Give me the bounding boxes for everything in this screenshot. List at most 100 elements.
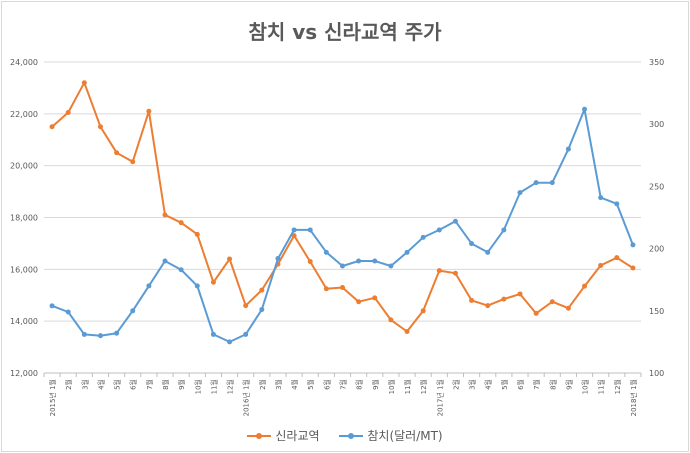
data-point-tuna — [323, 249, 329, 255]
data-point-tuna — [97, 333, 103, 339]
x-tick-label: 12월 — [419, 379, 428, 394]
data-point-shilla — [130, 159, 136, 165]
y-right-tick-label: 250 — [649, 182, 664, 191]
data-point-tuna — [614, 201, 620, 207]
data-point-tuna — [307, 227, 313, 233]
x-tick-label: 9월 — [177, 379, 186, 390]
data-point-tuna — [598, 195, 604, 201]
data-point-tuna — [469, 241, 475, 247]
data-point-tuna — [630, 242, 636, 248]
x-tick-label: 10월 — [193, 379, 202, 394]
y-left-tick-label: 20,000 — [10, 162, 38, 171]
data-point-shilla — [549, 299, 555, 305]
y-right-tick-label: 100 — [649, 369, 664, 378]
legend: 신라교역 참치(달러/MT) — [2, 427, 688, 444]
data-point-tuna — [243, 331, 249, 337]
data-point-shilla — [372, 295, 378, 301]
data-point-shilla — [210, 279, 216, 285]
data-point-shilla — [436, 268, 442, 274]
y-right-tick-label: 200 — [649, 245, 664, 254]
data-point-shilla — [194, 231, 200, 237]
data-point-shilla — [582, 283, 588, 289]
x-tick-label: 4월 — [290, 379, 299, 390]
data-point-shilla — [259, 287, 265, 293]
x-tick-label: 6월 — [129, 379, 138, 390]
data-point-tuna — [162, 258, 168, 264]
y-left-tick-label: 16,000 — [10, 265, 38, 274]
x-tick-label: 3월 — [80, 379, 89, 390]
data-point-shilla — [49, 124, 55, 130]
data-point-shilla — [452, 270, 458, 276]
data-point-tuna — [372, 258, 378, 264]
x-tick-label: 4월 — [96, 379, 105, 390]
data-point-shilla — [565, 305, 571, 311]
data-point-tuna — [227, 339, 233, 345]
legend-entry-tuna: 참치(달러/MT) — [339, 427, 443, 444]
data-point-tuna — [114, 330, 120, 336]
x-tick-label: 8월 — [355, 379, 364, 390]
data-point-tuna — [404, 249, 410, 255]
data-point-shilla — [340, 284, 345, 290]
data-point-shilla — [614, 255, 620, 261]
data-point-tuna — [259, 307, 265, 313]
data-point-tuna — [291, 227, 297, 233]
data-point-tuna — [452, 218, 458, 224]
data-point-shilla — [97, 124, 103, 130]
data-point-tuna — [388, 263, 394, 269]
x-tick-label: 2016년 1월 — [242, 379, 251, 416]
series-line-shilla — [51, 81, 634, 333]
x-tick-label: 2월 — [451, 379, 460, 390]
data-point-tuna — [356, 258, 362, 264]
data-point-shilla — [388, 317, 394, 323]
legend-label-shilla: 신라교역 — [275, 429, 320, 443]
x-tick-label: 2월 — [64, 379, 73, 390]
data-point-shilla — [291, 233, 297, 239]
y-right-tick-label: 350 — [649, 58, 664, 67]
data-point-tuna — [436, 227, 442, 233]
x-tick-label: 2015년 1월 — [48, 379, 57, 416]
x-tick-label: 10월 — [387, 379, 396, 394]
y-left-tick-label: 14,000 — [10, 317, 38, 326]
x-tick-label: 6월 — [322, 379, 331, 390]
data-point-tuna — [533, 180, 539, 186]
x-tick-label: 9월 — [371, 379, 380, 390]
data-point-shilla — [243, 303, 249, 309]
x-tick-label: 11월 — [403, 379, 412, 394]
data-point-shilla — [146, 108, 152, 114]
data-point-shilla — [630, 265, 636, 271]
data-point-shilla — [517, 291, 523, 297]
data-point-tuna — [420, 234, 426, 240]
x-tick-label: 8월 — [161, 379, 170, 390]
data-point-shilla — [469, 297, 475, 303]
x-tick-label: 9월 — [564, 379, 573, 390]
x-tick-label: 11월 — [209, 379, 218, 394]
data-point-shilla — [420, 308, 426, 314]
data-point-tuna — [501, 227, 507, 233]
data-point-tuna — [49, 303, 55, 309]
x-tick-label: 8월 — [548, 379, 557, 390]
data-point-tuna — [340, 263, 345, 269]
data-point-tuna — [549, 180, 555, 186]
x-tick-label: 5월 — [306, 379, 315, 390]
x-tick-label: 6월 — [516, 379, 525, 390]
y-left-tick-label: 24,000 — [10, 58, 38, 67]
data-point-tuna — [582, 106, 588, 112]
data-point-shilla — [65, 110, 71, 116]
data-point-shilla — [307, 259, 313, 265]
x-tick-label: 7월 — [339, 379, 348, 390]
x-tick-label: 11월 — [597, 379, 606, 394]
x-tick-label: 2월 — [258, 379, 267, 390]
legend-label-tuna: 참치(달러/MT) — [367, 429, 443, 443]
data-point-tuna — [81, 331, 87, 337]
data-point-tuna — [65, 309, 71, 315]
x-tick-label: 10월 — [581, 379, 590, 394]
legend-swatch-orange — [247, 431, 272, 441]
data-point-shilla — [227, 256, 233, 262]
y-left-tick-label: 12,000 — [10, 369, 38, 378]
data-point-shilla — [114, 150, 120, 156]
data-point-shilla — [533, 310, 539, 316]
data-point-shilla — [356, 299, 362, 305]
x-tick-label: 4월 — [484, 379, 493, 390]
